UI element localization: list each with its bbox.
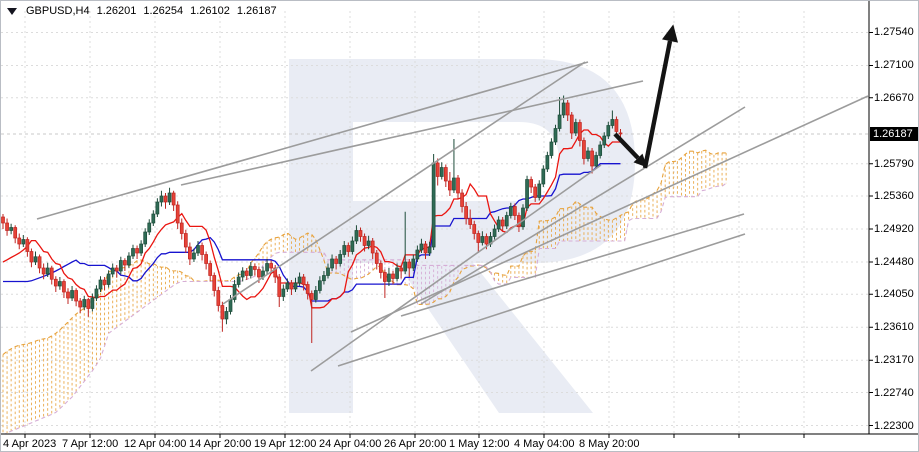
triangle-down-icon [7,7,17,15]
pullback-down-arrow [613,132,647,168]
time-tick-label: 24 Apr 04:00 [319,438,382,450]
bar-open-value: 1.26201 [96,5,137,17]
price-tick-label: 1.27540 [874,26,914,39]
price-tick-label: 1.24050 [874,288,914,301]
bar-close-value: 1.26187 [236,5,277,17]
time-tick-label: 8 May 20:00 [579,438,640,450]
chart-ohlc-header: GBPUSD,H4 1.26201 1.26254 1.26102 1.2618… [7,4,277,18]
price-tick-label: 1.25790 [874,157,914,170]
candles-layer [1,95,623,344]
bar-high-value: 1.26254 [143,5,184,17]
price-tick-label: 1.22740 [874,386,914,399]
trendlines-layer [36,61,869,372]
time-tick-label: 26 Apr 20:00 [384,438,447,450]
price-tick-label: 1.25360 [874,189,914,202]
time-tick-label: 4 Apr 2023 [3,438,57,450]
senkou-span-b-line [4,182,727,434]
price-tick-label: 1.26670 [874,91,914,104]
forecast-up-arrow [642,24,679,169]
time-tick-label: 1 May 12:00 [449,438,510,450]
senkou-span-a-line [2,149,727,356]
current-price-tag: 1.26187 [870,126,918,141]
price-tick-label: 1.23610 [874,321,914,334]
price-tick-label: 1.24480 [874,256,914,268]
time-tick-label: 12 Apr 04:00 [124,438,187,450]
bar-low-value: 1.26102 [190,5,230,17]
time-tick-label: 14 Apr 20:00 [189,438,252,450]
price-tick-label: 1.27100 [874,59,914,72]
instrument-title: GBPUSD,H4 [26,5,90,17]
time-tick-label: 7 Apr 12:00 [62,438,119,450]
ichimoku-cloud [2,150,727,434]
price-tick-label: 1.24920 [874,223,914,235]
watermark-logo [289,59,635,413]
price-tick-label: 1.22300 [874,419,914,432]
price-tick-label: 1.23170 [874,354,914,367]
time-tick-label: 4 May 04:00 [514,438,575,450]
time-tick-label: 19 Apr 12:00 [254,438,317,450]
